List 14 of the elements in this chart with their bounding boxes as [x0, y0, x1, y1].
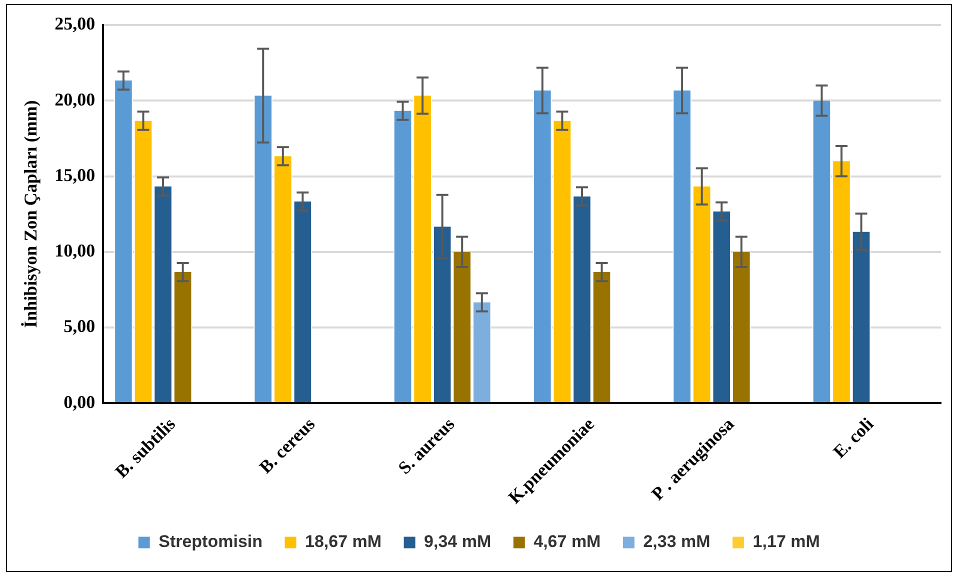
legend-label: 1,17 mM: [752, 532, 820, 552]
y-tick-label: 25,00: [54, 14, 96, 34]
x-tick-label: E. coli: [829, 414, 878, 462]
legend-label: 9,34 mM: [424, 532, 492, 552]
y-tick-label: 10,00: [54, 240, 96, 261]
legend-label: 18,67 mM: [305, 532, 382, 552]
y-tick-label: 0,00: [64, 392, 96, 412]
legend-label: Streptomisin: [158, 532, 263, 552]
legend-label: 4,67 mM: [534, 532, 601, 552]
y-tick-label: 15,00: [54, 164, 96, 185]
legend-label: 2,33 mM: [643, 532, 710, 552]
y-tick-label: 20,00: [54, 89, 96, 110]
y-axis-title: İnhibisyon Zon Çapları (mm): [20, 100, 40, 328]
y-tick-label: 5,00: [64, 316, 96, 336]
